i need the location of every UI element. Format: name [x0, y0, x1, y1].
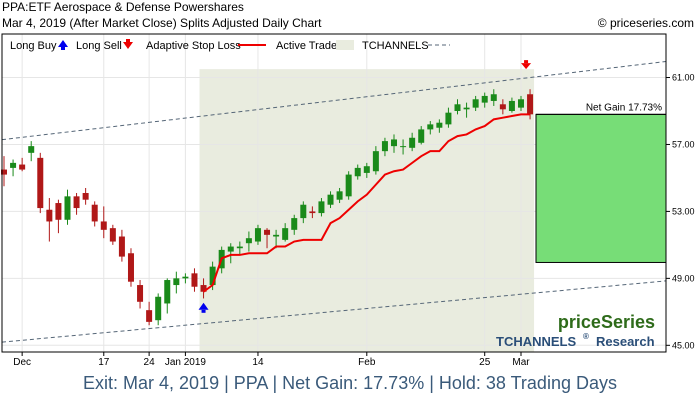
candle-up	[427, 124, 434, 130]
legend-long-buy-icon	[58, 40, 68, 47]
candle-down	[1, 169, 7, 175]
chart-subtitle: Mar 4, 2019 (After Market Close) Splits …	[2, 16, 322, 30]
candle-down	[100, 221, 107, 230]
candle-up	[517, 99, 524, 108]
legend-long-sell-icon	[123, 42, 133, 49]
candle-down	[499, 104, 506, 110]
y-tick-label: 57.00	[672, 139, 695, 149]
candle-down	[109, 228, 116, 242]
net-gain-box	[535, 113, 667, 263]
candle-up	[336, 191, 343, 200]
x-tick-label: Feb	[358, 357, 376, 368]
tchannels-research: Research	[596, 334, 655, 349]
chart-title: PPA:ETF Aerospace & Defense Powershares	[2, 0, 244, 14]
legend-long-sell-icon-stem	[126, 39, 130, 42]
candle-up	[254, 228, 261, 242]
candle-up	[454, 104, 461, 111]
legend-stop-loss-label: Adaptive Stop Loss	[146, 40, 241, 52]
candle-down	[191, 273, 198, 287]
candle-up	[418, 129, 425, 143]
tchannel-lower-line	[1, 280, 667, 343]
x-tick-label: 14	[252, 357, 264, 368]
candle-down	[200, 285, 207, 292]
trade-summary-footer: Exit: Mar 4, 2019 | PPA | Net Gain: 17.7…	[83, 373, 617, 393]
candle-up	[354, 167, 361, 177]
legend-active-trade-icon	[336, 40, 354, 50]
candle-down	[37, 157, 44, 209]
tchannels-brand: TCHANNELS	[496, 334, 576, 349]
candle-up	[282, 228, 289, 240]
y-tick-label: 61.00	[672, 73, 695, 83]
y-tick-label: 45.00	[672, 340, 695, 350]
long-buy-arrow-stem	[201, 309, 206, 313]
candle-up	[490, 94, 497, 101]
candle-down	[137, 285, 144, 302]
candle-up	[472, 99, 479, 108]
x-tick-label: Jan 2019	[165, 357, 207, 368]
candle-up	[381, 141, 388, 152]
candle-up	[436, 122, 443, 128]
x-tick-label: 25	[479, 357, 491, 368]
plot-border	[1, 33, 667, 353]
candle-up	[318, 201, 325, 214]
net-gain-label: Net Gain 17.73%	[586, 102, 662, 113]
candle-up	[182, 276, 189, 279]
candle-up	[391, 139, 398, 147]
candle-up	[28, 146, 35, 153]
candle-up	[463, 107, 470, 110]
candle-up	[400, 146, 407, 148]
candle-up	[209, 266, 216, 286]
adaptive-stop-loss-line	[202, 113, 531, 293]
candle-down	[118, 236, 125, 257]
x-tick-label: 17	[98, 357, 110, 368]
candle-up	[10, 162, 17, 168]
long-sell-arrow	[521, 63, 532, 70]
candle-down	[127, 253, 134, 282]
legend-long-buy-label: Long Buy	[10, 40, 57, 52]
legend-tchannels-label: TCHANNELS	[362, 40, 429, 52]
candle-up	[345, 174, 352, 197]
tchannels-reg-mark: ®	[583, 332, 589, 341]
candle-up	[245, 238, 252, 244]
y-tick-label: 53.00	[672, 206, 695, 216]
candle-up	[445, 112, 452, 125]
candle-up	[481, 95, 488, 103]
candle-up	[409, 137, 416, 148]
candle-down	[309, 211, 316, 214]
candle-down	[19, 164, 26, 170]
candle-down	[82, 193, 89, 200]
candle-up	[372, 151, 379, 172]
priceseries-logo: priceSeries	[558, 312, 655, 332]
x-tick-label: Mar	[512, 357, 530, 368]
candle-up	[508, 100, 515, 111]
candle-up	[327, 194, 334, 205]
candle-down	[146, 310, 153, 322]
candle-up	[164, 280, 171, 304]
x-tick-label: Dec	[13, 357, 31, 368]
legend-long-sell-label: Long Sell	[76, 40, 122, 52]
candle-down	[55, 203, 62, 220]
candle-up	[273, 234, 280, 237]
candle-up	[236, 246, 243, 249]
price-chart: Net Gain 17.73% 45.00 49.00 53.00 57.00 61.00…	[1, 33, 695, 368]
candle-up	[300, 204, 307, 219]
candle-down	[527, 94, 534, 115]
candle-down	[91, 204, 98, 222]
x-tick-label: 24	[144, 357, 156, 368]
site-credit: © priceseries.com	[597, 16, 694, 30]
legend-long-buy-icon-stem	[61, 47, 65, 50]
candle-up	[227, 246, 234, 252]
candle-down	[46, 209, 53, 222]
y-tick-label: 49.00	[672, 273, 695, 283]
candle-up	[155, 296, 162, 321]
candle-up	[173, 278, 180, 286]
candle-up	[64, 196, 71, 220]
candle-down	[264, 229, 271, 235]
legend-active-trade-label: Active Trade	[276, 40, 337, 52]
long-buy-arrow	[198, 302, 209, 310]
candle-up	[291, 218, 298, 230]
candle-down	[73, 196, 80, 209]
candle-up	[363, 166, 370, 173]
long-sell-arrow-stem	[524, 60, 529, 64]
